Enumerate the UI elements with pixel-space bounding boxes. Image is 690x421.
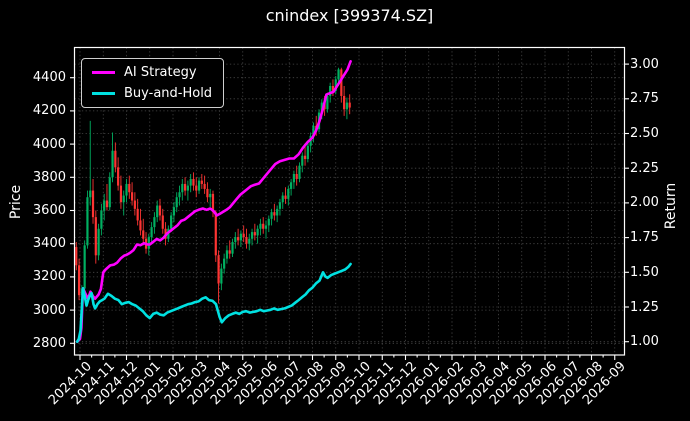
return-tick-label: 2.75 [630,91,659,107]
return-tick-label: 1.50 [630,264,659,280]
legend-item-ai-strategy: AI Strategy [92,65,212,80]
price-tick-label: 4200 [32,103,66,119]
legend-item-buy-and-hold: Buy-and-Hold [92,86,212,101]
legend-label: Buy-and-Hold [124,86,213,101]
ai-strategy-line-swatch [92,71,115,74]
return-axis-label: Return [663,182,679,230]
price-tick-label: 3400 [32,236,66,252]
return-tick-label: 2.25 [630,160,659,176]
return-tick-label: 1.25 [630,299,659,315]
price-tick-label: 4000 [32,136,66,152]
price-tick-label: 4400 [32,70,66,86]
price-tick-label: 3000 [32,302,66,318]
return-tick-label: 2.00 [630,195,659,211]
chart-title: cnindex [399374.SZ] [265,6,434,25]
price-tick-label: 3200 [32,269,66,285]
price-tick-label: 3600 [32,203,66,218]
price-tick-label: 3800 [32,169,66,185]
return-tick-label: 3.00 [630,56,659,72]
price-tick-label: 2800 [32,335,66,351]
return-tick-label: 1.75 [630,230,659,246]
return-tick-label: 2.50 [630,126,659,141]
legend: AI Strategy Buy-and-Hold [81,58,225,108]
legend-label: AI Strategy [124,65,197,80]
buy-and-hold-line-swatch [92,92,115,95]
return-tick-label: 1.00 [630,334,659,350]
